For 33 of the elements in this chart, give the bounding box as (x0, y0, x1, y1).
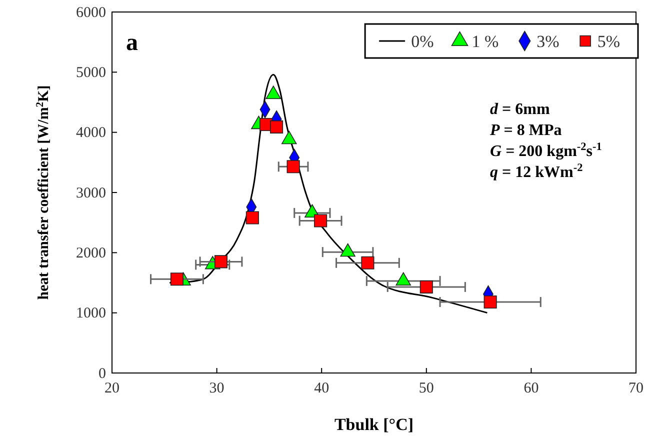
annotation: q = 12 kWm$^{-2}$ (490, 162, 584, 181)
point (420, 280, 433, 294)
x-tick-label: 20 (104, 380, 120, 396)
y-tick-label: 5000 (76, 64, 106, 81)
y-tick-label: 4000 (76, 125, 106, 142)
annotation: a (126, 30, 138, 56)
x-axis-title: Tbulk [°C] (334, 415, 414, 434)
point (170, 272, 184, 286)
point (214, 255, 228, 268)
legend-label: 5% (597, 32, 620, 51)
legend-label: 3% (536, 32, 560, 51)
y-tick-label: 2000 (76, 245, 106, 262)
y-tick-label: 6000 (76, 4, 106, 21)
x-tick-label: 40 (314, 380, 330, 396)
point (286, 160, 300, 174)
line-series (168, 74, 488, 314)
annotation: P = 8 MPa (489, 122, 562, 139)
y-tick-label: 1000 (76, 306, 106, 322)
point (361, 256, 374, 270)
annotation: d = 6mm (490, 101, 550, 118)
x-tick-label: 60 (524, 380, 539, 396)
point (270, 120, 284, 134)
x-tick-label: 70 (628, 380, 644, 396)
point (314, 214, 328, 228)
x-tick-label: 30 (209, 380, 224, 396)
y-tick-label: 3000 (76, 185, 106, 202)
legend-label: 0% (411, 32, 434, 51)
point (484, 295, 497, 309)
point (246, 211, 259, 224)
legend-label: 1 % (472, 32, 499, 51)
annotation: G = 200 kgm$^{-2}$s$^{-1}$ (490, 141, 602, 160)
x-tick-label: 50 (418, 380, 434, 396)
y-tick-label: 0 (98, 366, 106, 382)
